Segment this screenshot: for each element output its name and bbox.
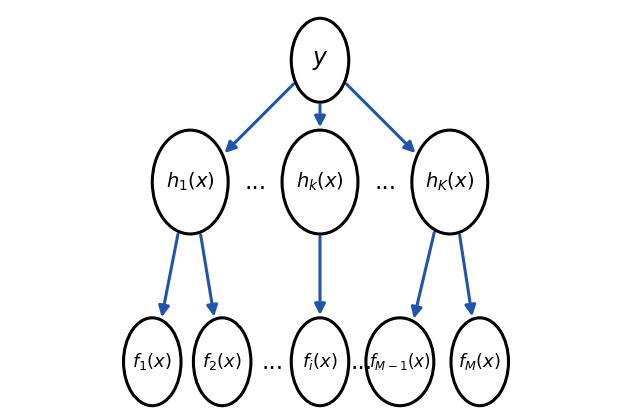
Text: ...: ... xyxy=(351,350,373,374)
Text: $f_M(x)$: $f_M(x)$ xyxy=(458,351,501,372)
Ellipse shape xyxy=(291,318,349,406)
Text: $f_1(x)$: $f_1(x)$ xyxy=(132,351,172,372)
Text: $f_{M-1}(x)$: $f_{M-1}(x)$ xyxy=(369,351,431,372)
Ellipse shape xyxy=(412,130,488,234)
Text: $f_2(x)$: $f_2(x)$ xyxy=(202,351,242,372)
Ellipse shape xyxy=(193,318,251,406)
Ellipse shape xyxy=(282,130,358,234)
Ellipse shape xyxy=(124,318,181,406)
Ellipse shape xyxy=(152,130,228,234)
Text: ...: ... xyxy=(261,350,283,374)
Text: $h_K(x)$: $h_K(x)$ xyxy=(426,171,474,193)
Text: $y$: $y$ xyxy=(312,49,328,72)
Ellipse shape xyxy=(366,318,434,406)
Text: ...: ... xyxy=(374,170,396,194)
Text: $f_i(x)$: $f_i(x)$ xyxy=(302,351,338,372)
Text: $h_k(x)$: $h_k(x)$ xyxy=(296,171,344,193)
Ellipse shape xyxy=(291,18,349,102)
Text: ...: ... xyxy=(244,170,266,194)
Text: $h_1(x)$: $h_1(x)$ xyxy=(166,171,214,193)
Ellipse shape xyxy=(451,318,509,406)
